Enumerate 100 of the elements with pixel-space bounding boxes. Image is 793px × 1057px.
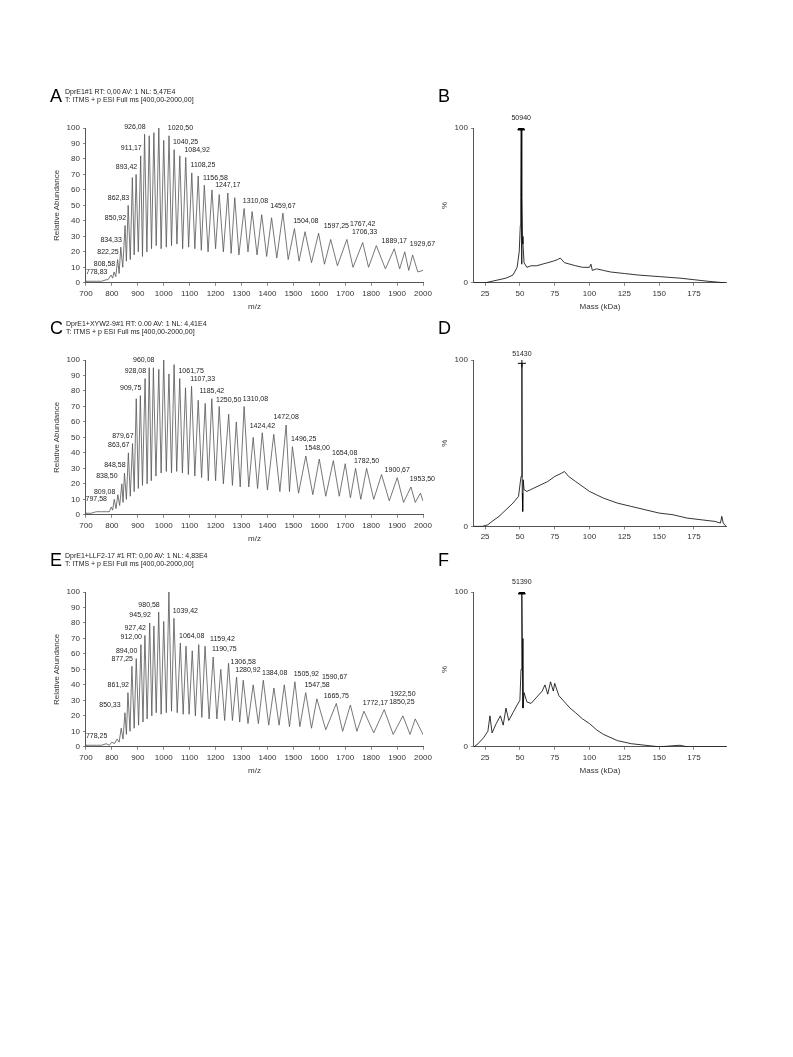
x-tick-label: 175 (687, 532, 702, 542)
y-axis-title: % (440, 665, 449, 673)
y-axis-title: Relative Abundance (52, 633, 61, 705)
x-tick-label: 1600 (310, 752, 329, 762)
x-tick-label: 50 (515, 752, 525, 762)
x-tick-label: 1700 (336, 520, 355, 530)
x-tick-label: 2000 (414, 520, 433, 530)
x-tick-label: 900 (131, 288, 146, 298)
x-tick-label: 1700 (336, 288, 355, 298)
x-tick-label: 150 (652, 288, 667, 298)
y-tick-label: 80 (71, 386, 81, 396)
y-tick-label: 100 (66, 355, 81, 365)
x-tick-label: 50 (515, 532, 525, 542)
y-tick-label: 60 (71, 185, 81, 195)
x-tick-label: 1100 (181, 288, 199, 298)
y-tick-label: 50 (71, 432, 81, 442)
x-tick-label: 2000 (414, 288, 433, 298)
y-tick-label: 70 (71, 633, 81, 643)
y-tick-label: 30 (71, 695, 81, 705)
chart-title: D (438, 318, 451, 338)
y-tick-label: 100 (66, 587, 81, 597)
x-tick-label: 1300 (232, 752, 251, 762)
x-tick-label: 1900 (388, 520, 407, 530)
y-tick-label: 100 (454, 587, 469, 597)
y-axis-title: % (440, 439, 449, 447)
y-tick-label: 100 (454, 123, 469, 133)
y-tick-label: 0 (75, 510, 81, 519)
x-tick-label: 1700 (336, 752, 355, 762)
x-axis-title: m/z (248, 302, 261, 312)
y-axis-title: Relative Abundance (52, 169, 61, 241)
y-tick-label: 40 (71, 680, 81, 690)
x-tick-label: 900 (131, 752, 146, 762)
y-tick-label: 100 (454, 355, 469, 365)
x-tick-label: 1900 (388, 752, 407, 762)
y-tick-label: 70 (71, 169, 81, 179)
x-tick-label: 125 (617, 288, 632, 298)
x-tick-label: 175 (687, 288, 702, 298)
x-tick-label: 1200 (206, 288, 226, 298)
x-tick-label: 125 (617, 752, 632, 762)
y-tick-label: 10 (71, 726, 81, 736)
y-tick-label: 90 (71, 370, 81, 380)
x-tick-label: 150 (652, 752, 667, 762)
y-tick-label: 40 (71, 448, 81, 458)
x-tick-label: 800 (105, 520, 120, 530)
x-tick-label: 1100 (181, 752, 199, 762)
chart-title: B (438, 86, 451, 106)
x-tick-label: 125 (617, 532, 632, 542)
x-tick-label: 700 (79, 752, 94, 762)
y-tick-label: 60 (71, 649, 81, 659)
x-tick-label: 1200 (206, 520, 226, 530)
x-tick-label: 1400 (258, 288, 277, 298)
x-tick-label: 1200 (206, 752, 226, 762)
y-tick-label: 90 (71, 602, 81, 612)
y-tick-label: 0 (463, 278, 469, 287)
x-tick-label: 700 (79, 288, 94, 298)
x-tick-label: 1000 (154, 520, 174, 530)
x-tick-label: 800 (105, 288, 120, 298)
chart-title: F (438, 550, 449, 570)
x-tick-label: 100 (582, 288, 597, 298)
x-tick-label: 1300 (232, 288, 251, 298)
x-tick-label: 175 (687, 752, 702, 762)
y-tick-label: 80 (71, 618, 81, 628)
y-axis-title: Relative Abundance (52, 401, 61, 473)
x-tick-label: 1800 (362, 288, 381, 298)
x-tick-label: 900 (131, 520, 146, 530)
y-tick-label: 0 (75, 742, 81, 751)
y-tick-label: 50 (71, 200, 81, 210)
x-axis-title: m/z (248, 766, 261, 776)
x-axis-title: m/z (248, 534, 261, 544)
x-tick-label: 1400 (258, 752, 277, 762)
x-tick-label: 25 (480, 532, 491, 542)
x-tick-label: 1800 (362, 520, 381, 530)
y-tick-label: 0 (463, 742, 469, 751)
y-tick-label: 70 (71, 401, 81, 411)
x-tick-label: 1000 (154, 752, 174, 762)
x-tick-label: 800 (105, 752, 120, 762)
x-tick-label: 1500 (284, 288, 303, 298)
y-tick-label: 60 (71, 417, 81, 427)
x-tick-label: 150 (652, 532, 667, 542)
chart-title: C (50, 318, 63, 338)
y-tick-label: 40 (71, 216, 81, 226)
y-tick-label: 20 (71, 479, 81, 489)
x-tick-label: 2000 (414, 752, 433, 762)
x-tick-label: 1400 (258, 520, 277, 530)
x-tick-label: 75 (550, 532, 560, 542)
y-axis-title: % (440, 201, 449, 209)
y-tick-label: 0 (75, 278, 81, 287)
x-tick-label: 1900 (388, 288, 407, 298)
x-tick-label: 50 (515, 288, 525, 298)
y-tick-label: 100 (66, 123, 81, 133)
x-tick-label: 700 (79, 520, 94, 530)
x-tick-label: 1500 (284, 752, 303, 762)
x-tick-label: 1100 (181, 520, 199, 530)
chart-title: A (50, 86, 63, 106)
y-tick-label: 20 (71, 711, 81, 721)
x-tick-label: 100 (582, 532, 597, 542)
y-tick-label: 30 (71, 231, 81, 241)
x-tick-label: 25 (480, 752, 491, 762)
y-tick-label: 80 (71, 154, 81, 164)
y-tick-label: 10 (71, 262, 81, 272)
